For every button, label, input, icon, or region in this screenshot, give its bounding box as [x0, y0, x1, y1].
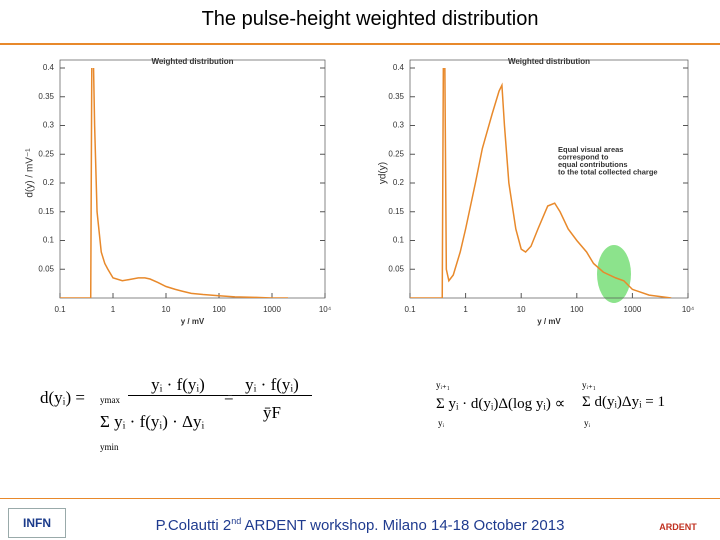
formula-upper: ymax	[100, 395, 120, 405]
plot-frame	[409, 59, 689, 299]
formula-num: yᵢ · f(yᵢ)	[232, 375, 312, 396]
y-tick-label: 0.4	[393, 63, 405, 72]
y-tick-label: 0.4	[43, 63, 55, 72]
charts: Weighted distribution 0.05 0.1 0.15 0.2 0.25 0…	[25, 57, 695, 326]
formula-lower: yᵢ	[438, 418, 444, 428]
x-axis-label: y / mV	[537, 317, 561, 326]
y-tick-label: 0.2	[393, 178, 405, 187]
y-tick-label: 0.35	[38, 92, 54, 101]
title-rule	[0, 43, 720, 45]
plot-frame	[59, 59, 326, 299]
data-line	[410, 68, 672, 298]
y-tick-label: 0.1	[43, 236, 55, 245]
formula-lhs: d(yᵢ) =	[40, 388, 85, 407]
y-tick-label: 0.2	[43, 178, 55, 187]
footer-sup: nd	[231, 516, 242, 526]
footer-author: P.Colautti 2	[155, 517, 232, 534]
y-tick-label: 0.15	[38, 207, 54, 216]
annotation: to the total collected charge	[558, 167, 658, 176]
y-tick-label: 0.3	[43, 121, 55, 130]
x-tick-label: 10	[162, 305, 171, 314]
y-tick-label: 0.1	[393, 236, 405, 245]
x-tick-label: 1	[463, 305, 468, 314]
y-tick-label: 0.25	[38, 149, 54, 158]
annotation: equal contributions	[558, 160, 628, 169]
formula-num: yᵢ · f(yᵢ)	[128, 375, 228, 396]
y-axis-label: yd(y)	[378, 162, 389, 184]
chart-title: Weighted distribution	[508, 57, 590, 66]
slide-title: The pulse-height weighted distribution	[201, 8, 539, 30]
y-tick-label: 0.05	[388, 264, 404, 273]
x-tick-label: 0.1	[54, 305, 66, 314]
y-tick-label: 0.15	[388, 207, 404, 216]
formula-term: Σ d(yᵢ)Δyᵢ = 1	[582, 394, 665, 410]
formula-upper: yᵢ₊₁	[582, 380, 596, 390]
y-tick-label: 0.05	[38, 264, 54, 273]
x-tick-label: 10	[517, 305, 526, 314]
x-tick-label: 100	[212, 305, 226, 314]
y-axis-label: d(y) / mV⁻¹	[25, 148, 36, 198]
formula-den: Σ yᵢ · f(yᵢ) · Δyᵢ	[100, 412, 205, 431]
logo-right: ARDENT	[659, 522, 697, 532]
annotation: Equal visual areas	[558, 145, 623, 154]
formula-lower: ymin	[100, 442, 119, 452]
formula-lower: yᵢ	[584, 418, 590, 428]
x-tick-label: 100	[570, 305, 584, 314]
x-tick-label: 1000	[263, 305, 281, 314]
annotation: correspond to	[558, 152, 609, 161]
x-tick-label: 1	[111, 305, 116, 314]
y-tick-label: 0.3	[393, 121, 405, 130]
logo-left: INFN	[8, 508, 66, 538]
formula-den: ȳF	[263, 403, 281, 422]
x-tick-label: 0.1	[404, 305, 416, 314]
footer-rule	[0, 498, 720, 499]
y-tick-label: 0.35	[388, 92, 404, 101]
chart-title: Weighted distribution	[151, 57, 233, 66]
x-tick-label: 10⁴	[682, 305, 695, 314]
x-tick-label: 10⁴	[319, 305, 332, 314]
x-tick-label: 1000	[624, 305, 642, 314]
formula-eq: =	[224, 388, 234, 407]
formula-term: Σ yᵢ · d(yᵢ)Δ(log yᵢ) ∝	[436, 396, 566, 412]
footer-rest: ARDENT workshop. Milano 14-18 October 20…	[241, 517, 565, 534]
y-tick-label: 0.25	[388, 149, 404, 158]
x-axis-label: y / mV	[181, 317, 205, 326]
footer-text: P.Colautti 2nd ARDENT workshop. Milano 1…	[0, 516, 720, 534]
data-line	[60, 68, 288, 298]
formula-upper: yᵢ₊₁	[436, 380, 450, 390]
highlight-ellipse	[597, 245, 631, 303]
